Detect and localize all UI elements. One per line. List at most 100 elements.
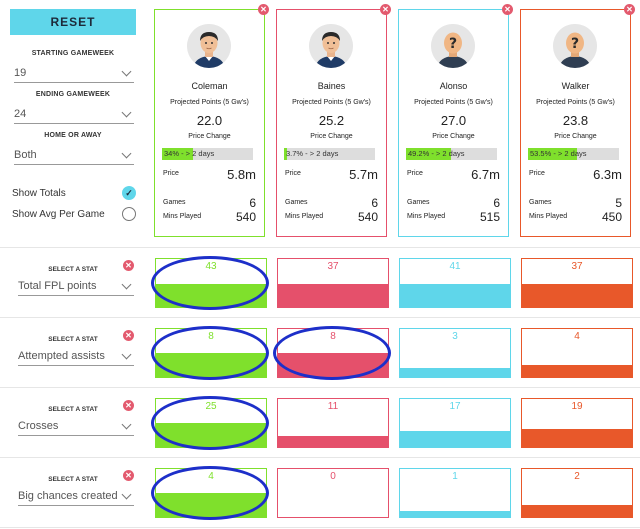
- stat-box: 19: [521, 398, 633, 448]
- section-divider: [0, 387, 640, 388]
- price-label: Price: [529, 170, 545, 177]
- stat-fill-bar: [278, 283, 388, 307]
- radio-unchecked-icon[interactable]: [122, 207, 136, 221]
- stat-value: 37: [327, 261, 339, 272]
- price-change-bar: 3.7% - > 2 days: [284, 148, 375, 160]
- player-card: ? Alonso Projected Points (5 Gw's) 27.0 Pric…: [398, 9, 509, 237]
- games-label: Games: [407, 199, 430, 206]
- remove-player-close-icon[interactable]: ✕: [502, 4, 513, 15]
- stat-fill-bar: [522, 283, 632, 307]
- stat-value: 2: [574, 471, 580, 482]
- player-card: Baines Projected Points (5 Gw's) 25.2 Price…: [276, 9, 387, 237]
- show-totals-label: Show Totals: [12, 187, 66, 199]
- reset-button[interactable]: RESET: [10, 9, 136, 35]
- remove-stat-close-icon[interactable]: ✕: [123, 260, 134, 271]
- stat-value: 3: [452, 331, 458, 342]
- player-card: Coleman Projected Points (5 Gw's) 22.0 Pric…: [154, 9, 265, 237]
- mins-played-label: Mins Played: [285, 213, 324, 220]
- chevron-down-icon: [121, 148, 132, 158]
- player-avatar: ?: [431, 24, 475, 68]
- projected-points-value: 25.2: [318, 113, 345, 128]
- projected-points-label: Projected Points (5 Gw's): [170, 99, 249, 106]
- stat-box: 8: [155, 328, 267, 378]
- games-value: 5: [615, 196, 622, 210]
- projected-points-value: 23.8: [562, 113, 589, 128]
- stat-fill-bar: [522, 505, 632, 517]
- price-change-fill: [528, 148, 577, 160]
- price-label: Price: [285, 170, 301, 177]
- stat-box: 25: [155, 398, 267, 448]
- projected-points-label: Projected Points (5 Gw's): [414, 99, 493, 106]
- home-away-select[interactable]: Both: [14, 146, 134, 165]
- games-label: Games: [163, 199, 186, 206]
- stat-box: 41: [399, 258, 511, 308]
- stat-fill-bar: [522, 365, 632, 377]
- projected-points-label: Projected Points (5 Gw's): [536, 99, 615, 106]
- price-change-label: Price Change: [554, 133, 597, 140]
- price-change-label: Price Change: [188, 133, 231, 140]
- stat-value: 0: [330, 471, 336, 482]
- mins-played-label: Mins Played: [163, 213, 202, 220]
- stat-select[interactable]: Attempted assists: [18, 347, 134, 366]
- player-avatar: ?: [553, 24, 597, 68]
- stat-fill-bar: [400, 511, 510, 517]
- remove-player-close-icon[interactable]: ✕: [624, 4, 635, 15]
- stat-select-value: Crosses: [18, 420, 59, 432]
- show-avg-option[interactable]: Show Avg Per Game: [12, 207, 136, 221]
- starting-gameweek-label: STARTING GAMEWEEK: [31, 50, 115, 57]
- show-totals-option[interactable]: Show Totals ✓: [12, 186, 136, 200]
- starting-gameweek-select[interactable]: 19: [14, 64, 134, 83]
- stat-fill-bar: [400, 367, 510, 377]
- stat-box: 4: [155, 468, 267, 518]
- remove-stat-close-icon[interactable]: ✕: [123, 400, 134, 411]
- stat-box: 37: [277, 258, 389, 308]
- games-value: 6: [493, 196, 500, 210]
- projected-points-label: Projected Points (5 Gw's): [292, 99, 371, 106]
- show-avg-label: Show Avg Per Game: [12, 208, 105, 220]
- stat-box: 37: [521, 258, 633, 308]
- stat-select[interactable]: Big chances created: [18, 487, 134, 506]
- games-value: 6: [249, 196, 256, 210]
- price-value: 5.7m: [349, 167, 378, 182]
- section-divider: [0, 247, 640, 248]
- price-label: Price: [407, 170, 423, 177]
- projected-points-value: 22.0: [196, 113, 223, 128]
- stat-value: 4: [574, 331, 580, 342]
- stat-value: 8: [330, 331, 336, 342]
- stat-value: 37: [571, 261, 583, 272]
- remove-stat-close-icon[interactable]: ✕: [123, 330, 134, 341]
- price-change-bar: 53.5% - > 2 days: [528, 148, 619, 160]
- stat-value: 41: [449, 261, 461, 272]
- stat-select-value: Attempted assists: [18, 350, 105, 362]
- remove-stat-close-icon[interactable]: ✕: [123, 470, 134, 481]
- stat-fill-bar: [522, 428, 632, 447]
- remove-player-close-icon[interactable]: ✕: [258, 4, 269, 15]
- select-stat-label: SELECT A STAT: [48, 406, 98, 413]
- ending-gameweek-select[interactable]: 24: [14, 105, 134, 124]
- stat-box: 3: [399, 328, 511, 378]
- stat-value: 8: [208, 331, 214, 342]
- stat-box: 0: [277, 468, 389, 518]
- player-avatar: [187, 24, 231, 68]
- games-label: Games: [529, 199, 552, 206]
- remove-player-close-icon[interactable]: ✕: [380, 4, 391, 15]
- stat-value: 43: [205, 261, 217, 272]
- stat-select[interactable]: Total FPL points: [18, 277, 134, 296]
- check-icon[interactable]: ✓: [122, 186, 136, 200]
- stat-box: 1: [399, 468, 511, 518]
- stat-fill-bar: [400, 283, 510, 307]
- price-value: 5.8m: [227, 167, 256, 182]
- stat-value: 11: [327, 401, 339, 412]
- chevron-down-icon: [121, 489, 132, 499]
- stat-select[interactable]: Crosses: [18, 417, 134, 436]
- stat-fill-bar: [156, 493, 266, 517]
- projected-points-value: 27.0: [440, 113, 467, 128]
- chevron-down-icon: [121, 107, 132, 117]
- price-change-text: 53.5% - > 2 days: [530, 149, 587, 158]
- price-change-label: Price Change: [310, 133, 353, 140]
- mins-played-value: 540: [357, 210, 378, 224]
- section-divider: [0, 457, 640, 458]
- section-divider: [0, 317, 640, 318]
- stat-box: 4: [521, 328, 633, 378]
- mins-played-value: 515: [479, 210, 500, 224]
